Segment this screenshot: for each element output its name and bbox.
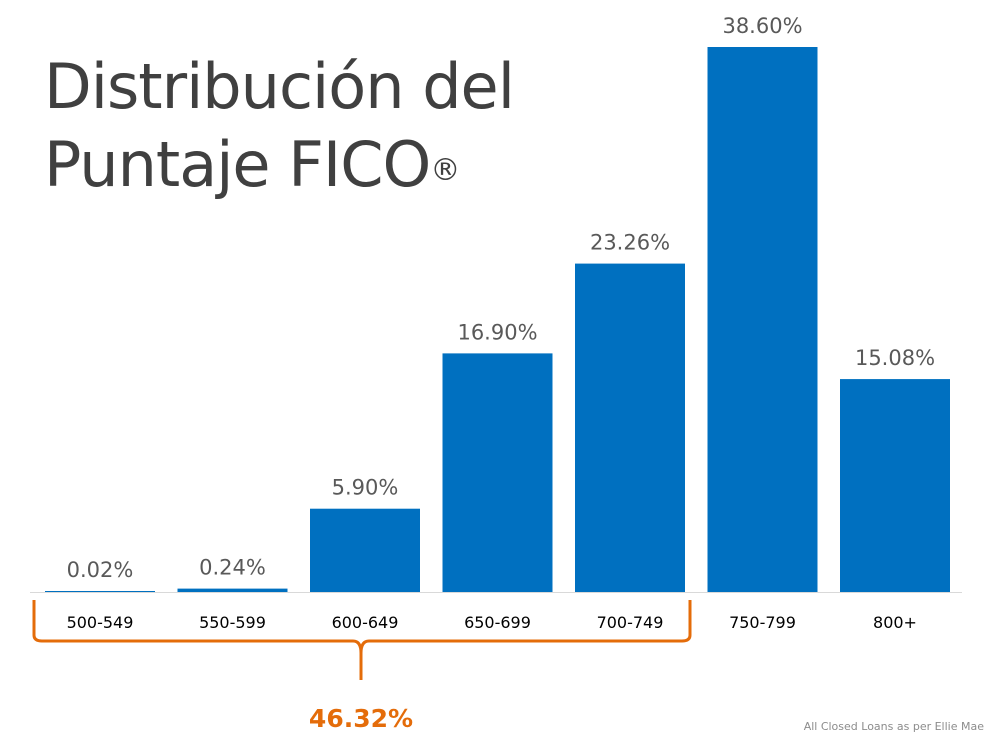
annotation-total: 46.32% bbox=[309, 704, 413, 733]
bracket bbox=[32, 600, 692, 680]
bar-800+ bbox=[840, 379, 950, 592]
x-tick-label: 600-649 bbox=[332, 613, 399, 632]
bar-600-649 bbox=[310, 508, 420, 592]
x-tick-label: 750-799 bbox=[729, 613, 796, 632]
footnote: All Closed Loans as per Ellie Mae bbox=[803, 720, 984, 733]
bar-550-599 bbox=[177, 588, 288, 592]
data-label: 0.02% bbox=[67, 558, 134, 582]
data-label: 23.26% bbox=[590, 231, 670, 255]
data-label: 15.08% bbox=[855, 346, 935, 370]
data-label: 0.24% bbox=[199, 556, 266, 580]
data-label: 5.90% bbox=[332, 476, 399, 500]
bar-750-799 bbox=[707, 47, 818, 592]
data-label: 38.60% bbox=[722, 14, 802, 38]
x-tick-label: 500-549 bbox=[67, 613, 134, 632]
bar-650-699 bbox=[442, 353, 553, 592]
title-line-2: Puntaje FICO bbox=[44, 128, 431, 201]
title-line-1: Distribución del bbox=[44, 50, 515, 123]
x-tick-label: 700-749 bbox=[597, 613, 664, 632]
data-label: 16.90% bbox=[457, 320, 537, 344]
bar-500-549 bbox=[45, 591, 155, 592]
x-tick-label: 800+ bbox=[873, 613, 917, 632]
x-tick-label: 550-599 bbox=[199, 613, 266, 632]
bar-700-749 bbox=[575, 263, 685, 592]
registered-mark: ® bbox=[430, 153, 460, 188]
x-tick-label: 650-699 bbox=[464, 613, 531, 632]
chart-title: Distribución del Puntaje FICO® bbox=[44, 48, 515, 204]
